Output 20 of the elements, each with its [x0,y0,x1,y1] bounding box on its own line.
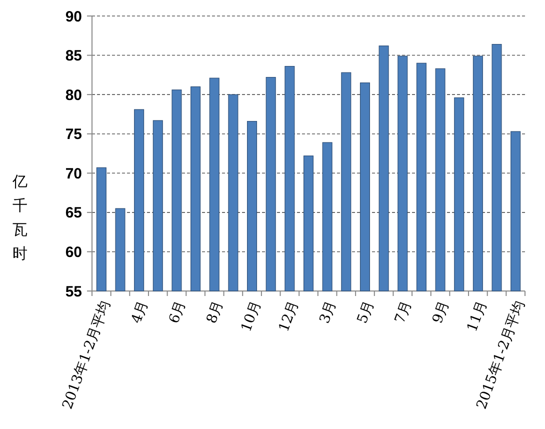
x-tick-label: 8月 [204,298,227,326]
x-tick-label: 9月 [430,298,453,326]
y-tick-label: 75 [65,126,82,144]
y-tick-label: 80 [65,86,82,104]
x-tick-label: 12月 [276,298,302,334]
y-tick-label: 90 [65,8,82,26]
x-tick-label: 7月 [392,298,415,326]
x-tick-label: 6月 [166,298,190,326]
x-tick-label: 5月 [354,298,378,326]
x-tick-label: 2013年1-2月平均 [60,298,114,412]
x-tick-label: 10月 [238,298,264,334]
y-tick-label: 85 [65,48,82,65]
y-tick-label: 65 [65,204,82,222]
y-axis-title: 亿千瓦时 [12,172,28,262]
x-tick-label: 11月 [464,298,490,334]
y-tick-label: 55 [65,283,82,300]
x-tick-label: 4月 [128,298,152,326]
y-tick-label: 60 [65,244,82,261]
x-tick-label: 3月 [316,298,340,326]
y-tick-label: 70 [65,165,82,182]
